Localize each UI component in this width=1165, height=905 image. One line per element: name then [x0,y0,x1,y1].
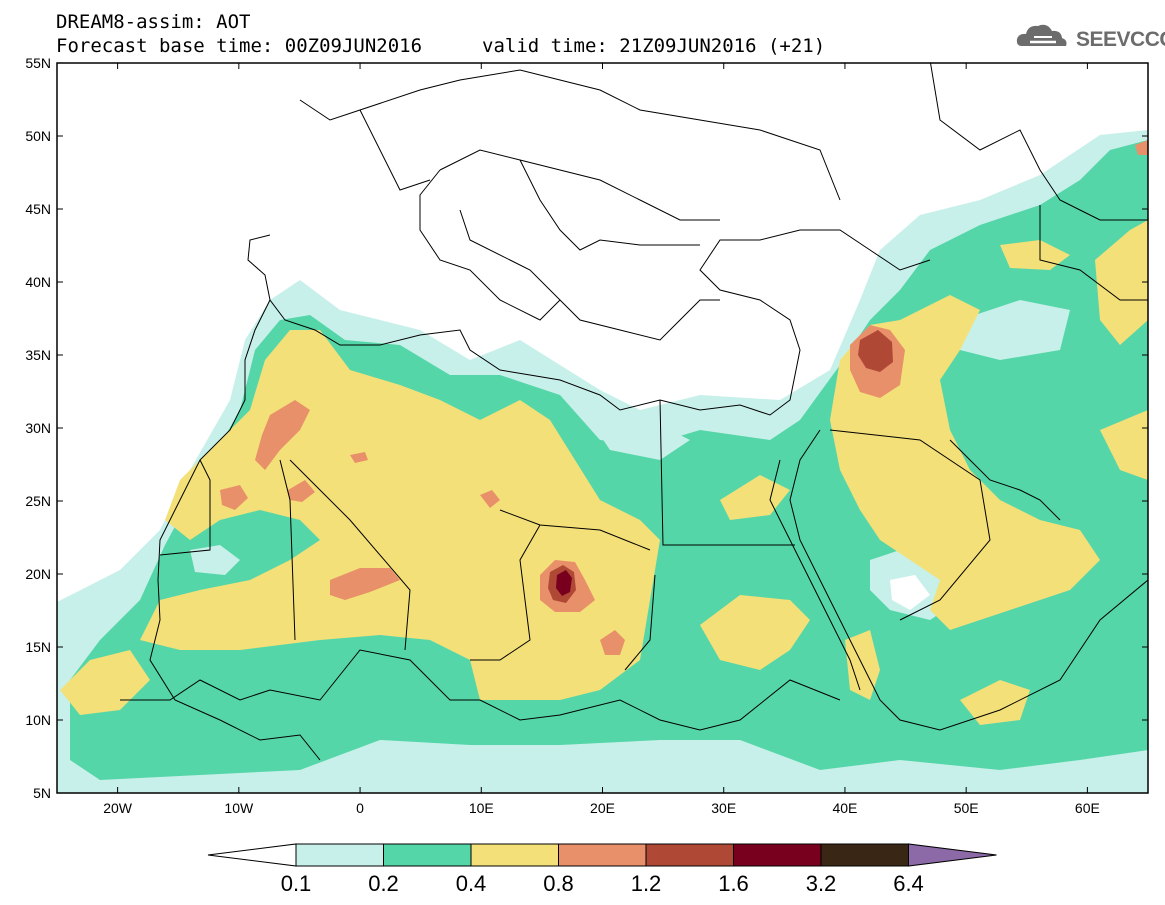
lat-label: 40N [25,274,51,290]
lat-label: 10N [25,712,51,728]
lat-label: 50N [25,128,51,144]
aot-band-0.1-0.2-hole [960,300,1070,360]
colorbar-swatch [470,843,559,867]
axis-ticks [57,62,1148,794]
lon-label: 30E [711,800,736,816]
aot-band-0.8-1.2 [288,480,315,502]
aot-band-0.4-0.8 [1100,410,1148,480]
lat-label: 35N [25,347,51,363]
colorbar-label: 1.2 [630,871,662,896]
colorbar-swatch [383,843,472,867]
lon-label: 40E [832,800,857,816]
colorbar-label: 1.6 [718,871,749,896]
aot-band-0.8-1.2 [330,568,400,600]
aot-band-0.1-0.2-hole [190,545,240,575]
aot-band-0.1-0.2-hole [590,415,690,460]
lat-label: 45N [25,201,51,217]
aot-band-0.8-1.2 [350,452,368,463]
colorbar [207,843,997,867]
aot-band-0.4-0.8 [700,595,810,670]
lon-label: 50E [954,800,979,816]
cloud-logo-icon [1016,24,1067,46]
aot-band-1.2-1.6 [858,330,893,372]
valid-time: valid time: 21Z09JUN2016 (+21) [482,35,826,57]
lat-label: 20N [25,566,51,582]
colorbar-upper-extension [908,843,997,867]
lon-label: 20E [590,800,615,816]
colorbar-label: 0.8 [543,871,574,896]
aot-band-0.4-0.8 [1000,240,1070,270]
aot-band-0.4-0.8 [960,680,1030,725]
lat-label: 55N [25,55,51,71]
longitude-labels: 20W 10W 0 10E 20E 30E 40E 50E 60E [103,800,1100,816]
colorbar-label: 0.4 [455,871,487,896]
colorbar-swatch [558,843,647,867]
lat-label: 15N [25,639,51,655]
aot-band-1.6-3.2 [556,570,572,596]
colorbar-swatch [645,843,734,867]
lon-label: 20W [103,800,133,816]
lat-label: 30N [25,420,51,436]
seevccc-logo: SEEVCCC [1076,28,1165,51]
aot-band-0.8-1.2 [480,490,500,508]
colorbar-lower-extension [207,843,297,867]
colorbar-swatch [733,843,822,867]
map-title: DREAM8-assim: AOT [56,11,251,33]
forecast-base-time: Forecast base time: 00Z09JUN2016 [56,35,423,57]
colorbar-label: 0.2 [368,871,399,896]
aot-band-0.4-0.8 [720,475,790,520]
aot-band-0.8-1.2 [220,485,248,510]
lat-label: 25N [25,493,51,509]
lon-label: 10E [469,800,494,816]
colorbar-label: 0.1 [280,871,312,896]
aot-band-0.4-0.8 [1095,220,1148,345]
colorbar-label: 3.2 [805,871,837,896]
lon-label: 0 [356,800,364,816]
aot-band-0.4-0.8 [60,650,150,715]
latitude-labels: 55N 50N 45N 40N 35N 30N 25N 20N 15N 10N 5N [25,55,51,801]
aot-band-0.8-1.2 [600,630,625,655]
lon-label: 60E [1075,800,1100,816]
aot-contour-fields [57,63,1148,793]
lon-label: 10W [224,800,254,816]
aot-band-0.8-1.2 [255,400,310,470]
colorbar-swatch [295,843,384,867]
lat-label: 5N [33,785,51,801]
colorbar-swatch [820,843,909,867]
coastlines-and-borders [120,63,1148,761]
aot-below-0.1-hole [890,575,930,610]
aot-band-0.8-1.2 [1135,140,1148,155]
colorbar-label: 6.4 [893,871,924,896]
